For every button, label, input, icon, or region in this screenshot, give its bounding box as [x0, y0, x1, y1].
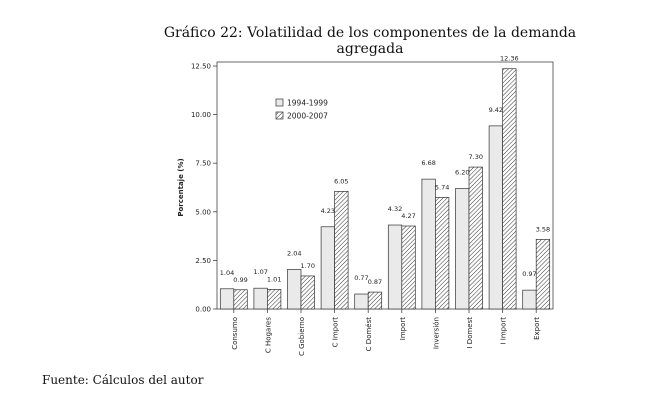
source-note: Fuente: Cálculos del autor: [42, 373, 204, 387]
bar-series-1: [421, 178, 436, 310]
x-tick-label: I Import: [500, 317, 508, 345]
data-label-series-1: 1.04: [220, 269, 234, 277]
x-tick-label: Import: [399, 317, 407, 340]
bar-series-2: [267, 289, 282, 310]
data-label-series-2: 1.01: [267, 275, 281, 283]
data-label-series-1: 6.20: [455, 168, 469, 176]
x-tick-label: C Domést: [365, 317, 373, 352]
x-tick-label: C Hogares: [264, 317, 272, 353]
bar-series-1: [354, 293, 369, 310]
bar-series-1: [287, 268, 302, 310]
data-label-series-2: 1.70: [301, 262, 315, 270]
data-label-series-1: 2.04: [287, 249, 301, 257]
bar-series-2: [367, 291, 383, 310]
x-tick-label: Consumo: [231, 317, 239, 350]
x-tick-label: Export: [533, 317, 541, 340]
y-axis-label: Porcentaje (%): [177, 158, 185, 216]
bar-series-1: [387, 224, 403, 310]
bar-series-1: [488, 125, 503, 310]
chart-title: Gráfico 22: Volatilidad de los component…: [163, 25, 577, 57]
data-label-series-1: 0.77: [354, 274, 368, 282]
legend-swatch-series-1: [275, 98, 284, 107]
legend-label-series-1: 1994-1999: [287, 99, 328, 108]
bar-series-2: [300, 275, 315, 310]
bar-series-1: [253, 287, 268, 310]
data-label-series-2: 0.87: [368, 278, 382, 286]
legend-swatch-series-2: [275, 111, 284, 120]
y-tick-label: 12.50: [191, 63, 211, 71]
x-tick-label: I Domest: [466, 317, 474, 349]
bar-series-1: [219, 288, 235, 310]
y-tick-label: 0.00: [195, 306, 211, 314]
y-tick-label: 5.00: [195, 208, 211, 216]
data-label-series-1: 1.07: [253, 268, 267, 276]
bar-series-1: [455, 188, 470, 310]
y-tick-label: 2.50: [195, 257, 211, 265]
bar-series-2: [435, 197, 450, 310]
bar-series-2: [401, 225, 416, 310]
data-label-series-2: 3.58: [536, 225, 550, 233]
y-tick-label: 7.50: [195, 160, 211, 168]
data-label-series-1: 9.42: [489, 106, 503, 114]
bar-series-2: [334, 191, 349, 310]
data-label-series-1: 4.32: [388, 205, 402, 213]
legend-label-series-2: 2000-2007: [287, 112, 328, 121]
data-label-series-2: 0.99: [233, 276, 247, 284]
bar-series-1: [522, 289, 537, 310]
x-tick-label: C Import: [332, 317, 340, 348]
bar-series-2: [468, 166, 483, 310]
data-label-series-1: 6.68: [421, 159, 435, 167]
plot-area: 0.00 2.50 5.00 7.50 10.00 12.50 Porcentaje (%)…: [177, 55, 554, 356]
plot-frame: [216, 61, 554, 310]
bar-series-1: [320, 226, 335, 310]
y-tick-label: 10.00: [191, 111, 211, 119]
x-tick-label: Inversión: [432, 317, 440, 349]
data-label-series-2: 12.36: [500, 55, 519, 63]
data-label-series-1: 0.97: [522, 270, 536, 278]
data-label-series-2: 4.27: [401, 212, 415, 220]
data-label-series-2: 7.30: [469, 153, 483, 161]
x-tick-label: C Gobierno: [298, 317, 306, 356]
data-label-series-2: 5.74: [435, 183, 449, 191]
bar-series-2: [535, 239, 551, 310]
bar-series-2: [233, 289, 248, 310]
bar-series-2: [502, 68, 517, 310]
data-label-series-2: 6.05: [334, 177, 348, 185]
data-label-series-1: 4.23: [321, 207, 335, 215]
